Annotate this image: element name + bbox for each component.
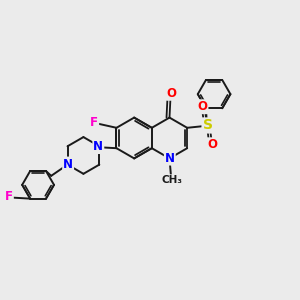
- Text: N: N: [63, 158, 73, 170]
- Text: O: O: [167, 87, 177, 100]
- Text: F: F: [90, 116, 98, 129]
- Text: CH₃: CH₃: [161, 175, 182, 185]
- Text: S: S: [202, 118, 213, 133]
- Text: F: F: [5, 190, 13, 203]
- Text: O: O: [207, 138, 217, 151]
- Text: N: N: [93, 140, 103, 153]
- Text: N: N: [165, 152, 175, 165]
- Text: O: O: [197, 100, 208, 113]
